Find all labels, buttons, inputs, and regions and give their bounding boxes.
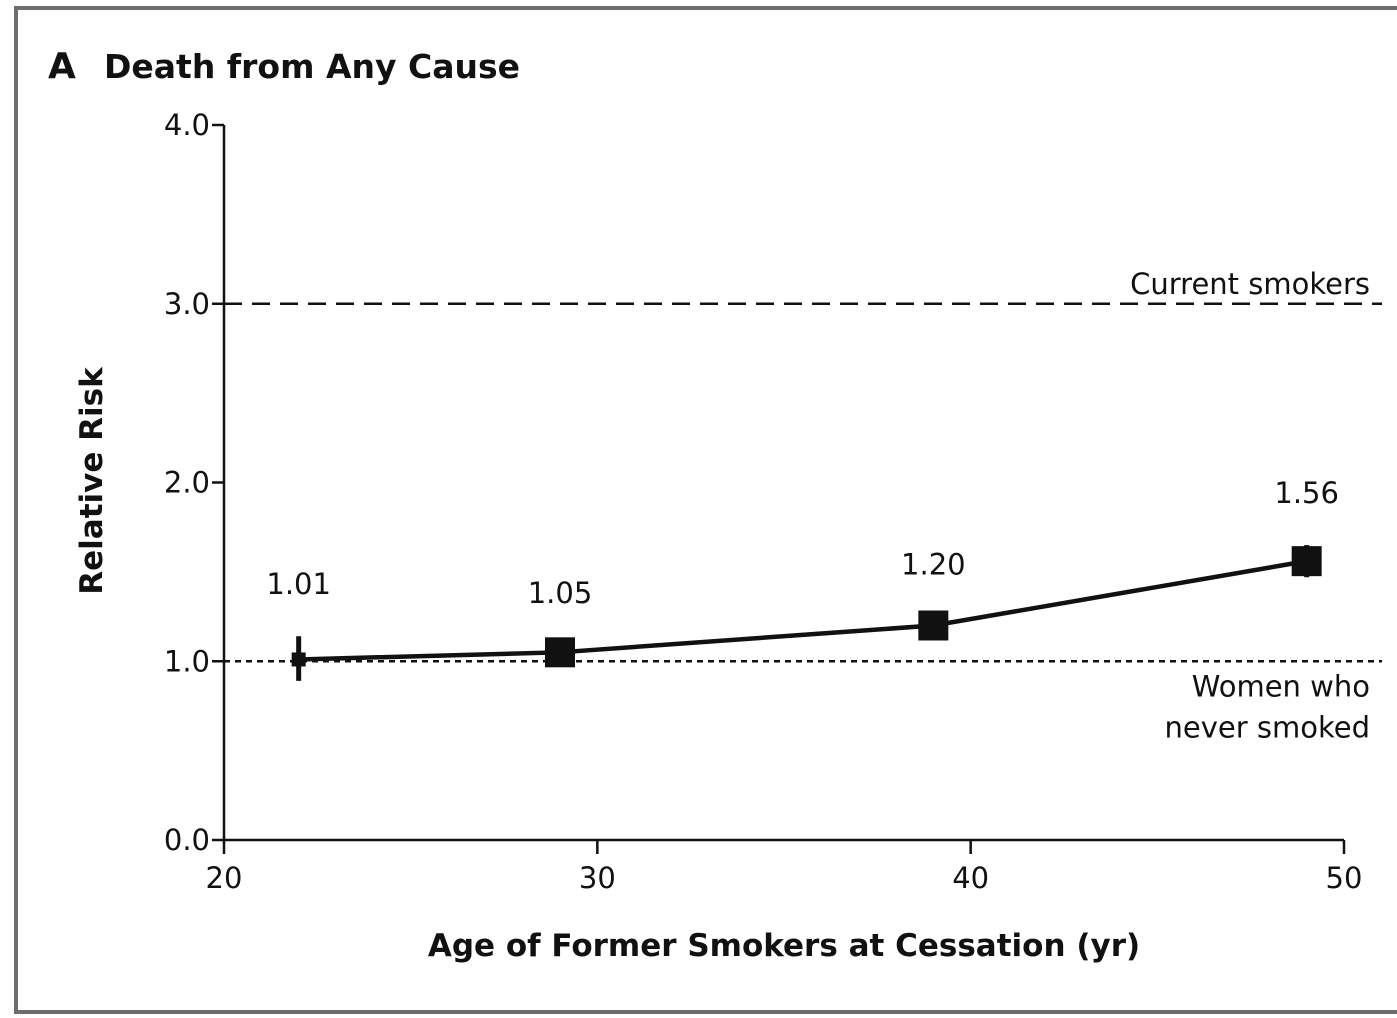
data-point-0 [291,652,306,667]
y-tick-label-0: 0.0 [164,823,210,857]
y-tick-label-1: 1.0 [164,644,210,678]
data-label-2: 1.20 [901,548,966,582]
panel-letter: A [48,46,76,87]
x-tick-label-2: 40 [952,861,989,895]
chart-title: Death from Any Cause [104,47,520,86]
x-tick-label-3: 50 [1326,861,1363,895]
reference-label-1-0: Women who [1192,669,1370,703]
x-tick-label-1: 30 [579,861,616,895]
data-label-3: 1.56 [1274,476,1339,510]
x-tick-label-0: 20 [206,861,243,895]
figure-frame [14,6,1397,1014]
data-label-1: 1.05 [528,576,593,610]
y-tick-label-4: 4.0 [164,108,210,142]
data-point-2 [918,610,949,641]
data-point-3 [1291,546,1322,577]
y-axis-title: Relative Risk [74,366,110,595]
data-point-1 [545,637,575,668]
x-axis-title: Age of Former Smokers at Cessation (yr) [428,928,1140,964]
y-tick-label-3: 3.0 [164,287,210,321]
data-label-0: 1.01 [266,567,331,601]
reference-label-0-0: Current smokers [1130,267,1370,301]
reference-label-1-1: never smoked [1165,710,1370,744]
series-line [298,558,1308,662]
y-tick-label-2: 2.0 [164,466,210,500]
